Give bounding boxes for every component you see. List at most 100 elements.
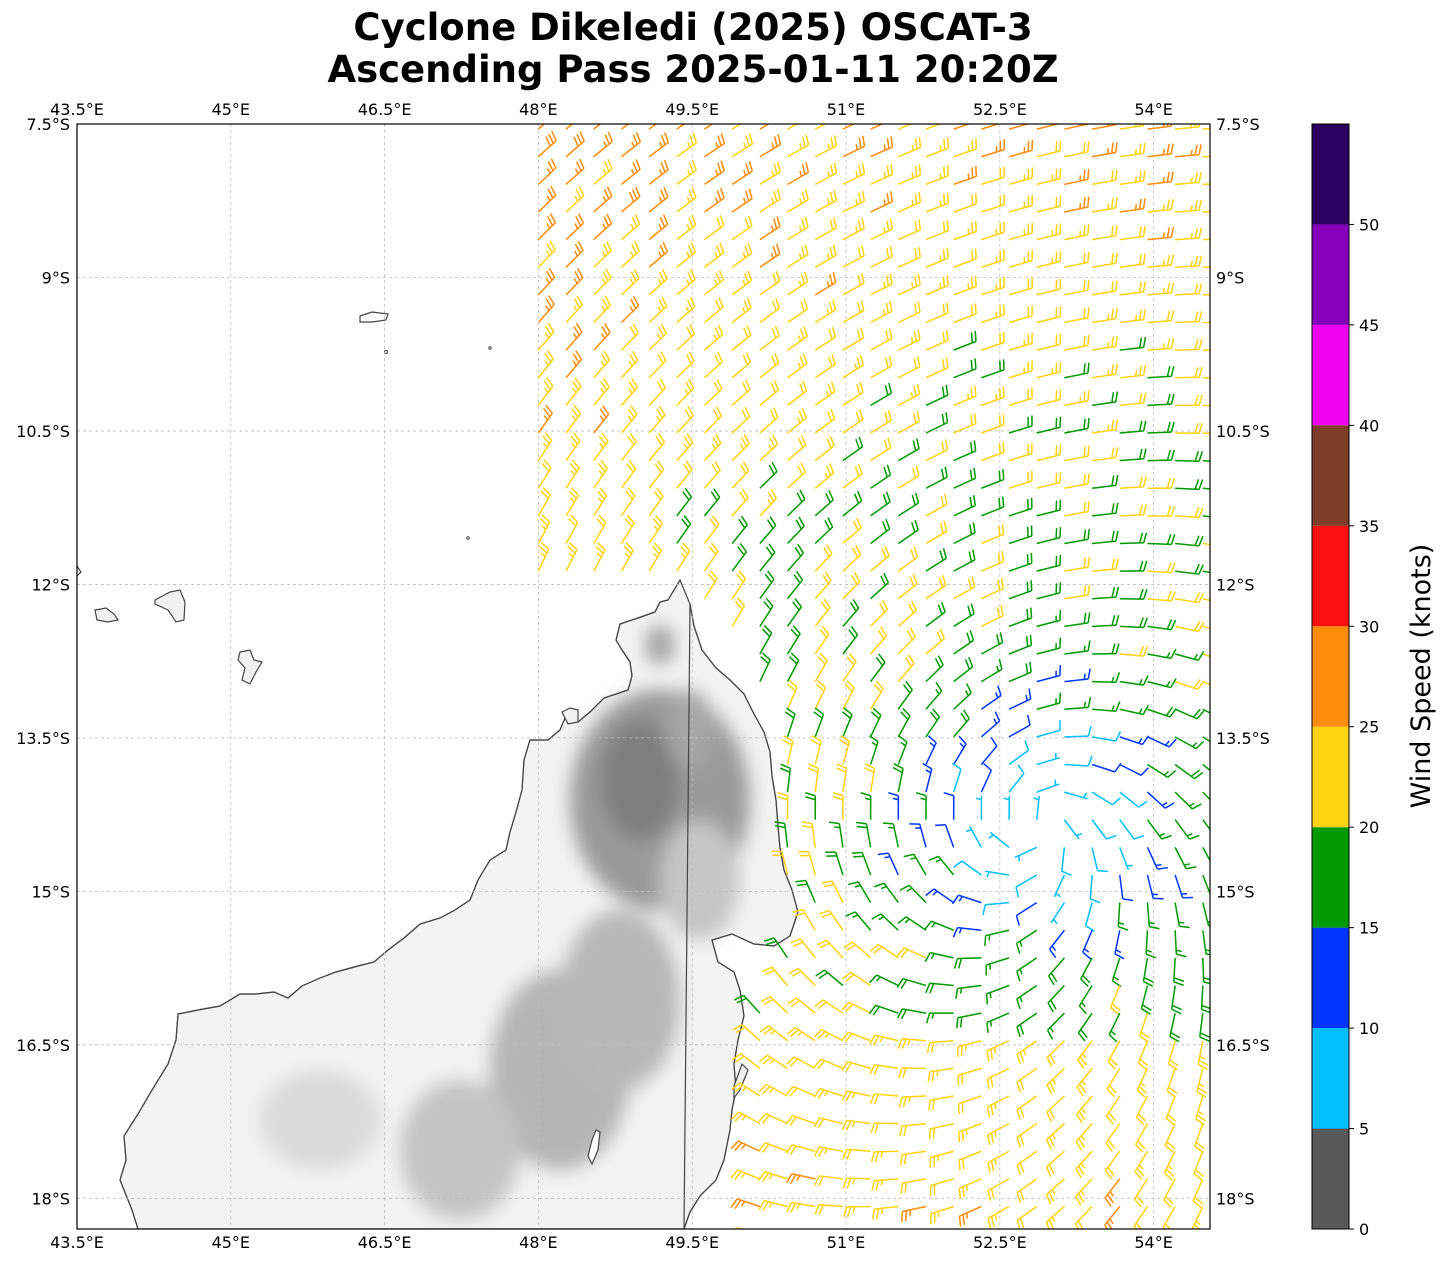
- wind-barb: [731, 270, 753, 296]
- wind-barb: [953, 413, 977, 434]
- wind-barb: [1135, 1123, 1149, 1153]
- axis-tick-labels: 43.5°E 43.5°E 45°E 45°E 46.5°E 46.5°E 48°E 48°E…: [16, 100, 1270, 1252]
- wind-barb: [986, 1095, 1010, 1118]
- wind-barb: [986, 1012, 1010, 1033]
- wind-barb: [731, 325, 752, 351]
- wind-barb: [1016, 1095, 1038, 1120]
- lat-tick-label-right: 18°S: [1216, 1189, 1255, 1208]
- wind-barb: [953, 330, 977, 351]
- colorbar-tick-label: 45: [1359, 316, 1379, 335]
- wind-barb: [925, 708, 941, 738]
- wind-barb: [897, 301, 921, 324]
- wind-barb: [787, 997, 816, 1014]
- wind-barb: [1146, 902, 1160, 930]
- wind-barb: [1202, 210, 1210, 213]
- wind-barb: [870, 218, 893, 241]
- wind-barb: [1202, 294, 1210, 296]
- wind-barb: [1033, 795, 1040, 820]
- wind-barb: [897, 274, 921, 296]
- wind-barb: [925, 628, 946, 655]
- wind-barb: [565, 459, 580, 489]
- wind-barb: [842, 490, 863, 517]
- wind-barb: [1119, 791, 1148, 808]
- wind-barb: [1119, 448, 1147, 462]
- wind-barb: [648, 132, 670, 158]
- wind-barb: [982, 901, 1010, 916]
- wind-barb: [953, 193, 978, 213]
- wind-barb: [1175, 227, 1203, 241]
- wind-barb: [676, 324, 696, 351]
- wind-barb: [981, 578, 1004, 600]
- wind-barb: [1174, 736, 1205, 750]
- small-islet: [488, 346, 492, 350]
- colorbar-bin: [1312, 525, 1349, 627]
- wind-barb: [537, 130, 557, 158]
- wind-barb: [953, 576, 976, 600]
- wind-barb: [1016, 957, 1038, 982]
- wind-barb: [1092, 502, 1119, 517]
- wind-barb: [565, 186, 585, 213]
- wind-barb: [882, 822, 900, 848]
- wind-barb: [898, 1067, 926, 1079]
- wind-barb: [648, 351, 667, 379]
- wind-barb: [841, 1001, 871, 1014]
- colorbar-tick-label: 30: [1359, 617, 1379, 636]
- wind-barb: [981, 414, 1005, 434]
- colorbar-bin: [1312, 324, 1349, 426]
- wind-barb: [1175, 423, 1203, 434]
- wind-barb: [593, 542, 606, 572]
- wind-barb: [676, 160, 697, 185]
- wind-barb: [593, 405, 610, 434]
- wind-barb: [925, 412, 949, 434]
- wind-barb: [843, 1205, 871, 1218]
- wind-barb: [925, 137, 950, 158]
- wind-barb: [565, 131, 585, 158]
- wind-barb: [787, 462, 807, 489]
- wind-barb: [1008, 443, 1033, 462]
- wind-barb: [676, 296, 696, 324]
- wind-barb: [703, 515, 720, 544]
- wind-barb: [896, 1008, 927, 1020]
- wind-barb: [841, 1119, 871, 1131]
- wind-barb: [593, 487, 608, 517]
- wind-barb: [897, 600, 917, 627]
- wind-barb: [1091, 308, 1118, 324]
- wind-barb: [1008, 661, 1032, 683]
- wind-barb: [1036, 168, 1062, 186]
- wind-barb: [1199, 1013, 1210, 1042]
- mayotte-island: [237, 649, 263, 685]
- wind-barb: [1119, 198, 1146, 213]
- wind-barb: [869, 943, 899, 959]
- wind-barb: [593, 432, 609, 462]
- wind-barb: [565, 487, 580, 517]
- wind-barb: [1091, 474, 1119, 489]
- wind-barb: [814, 299, 837, 324]
- wind-barb: [537, 240, 556, 268]
- wind-barb: [842, 163, 866, 186]
- wind-barb: [953, 124, 971, 130]
- wind-barb: [1119, 847, 1133, 871]
- wind-barb: [814, 625, 830, 655]
- wind-barb: [731, 597, 746, 627]
- wind-barb: [620, 214, 641, 241]
- wind-barb: [1191, 1206, 1204, 1229]
- wind-barb: [825, 851, 844, 876]
- wind-barb: [897, 519, 919, 545]
- wind-barb: [759, 325, 780, 351]
- wind-barb: [870, 545, 890, 572]
- wind-barb: [814, 190, 838, 213]
- wind-barb: [785, 1144, 816, 1156]
- wind-barb: [1193, 1150, 1205, 1181]
- lon-tick-label-top: 43.5°E: [50, 100, 104, 119]
- wind-barb: [953, 248, 977, 268]
- wind-barb: [1046, 1067, 1065, 1095]
- wind-barb: [1104, 1150, 1121, 1180]
- wind-barb: [814, 217, 837, 241]
- wind-barb: [1061, 847, 1072, 876]
- wind-barb: [1036, 416, 1062, 434]
- wind-barb: [787, 380, 808, 406]
- wind-barb: [927, 1067, 954, 1083]
- wind-barb: [648, 487, 664, 517]
- wind-barb: [842, 327, 865, 351]
- wind-barb: [870, 599, 889, 627]
